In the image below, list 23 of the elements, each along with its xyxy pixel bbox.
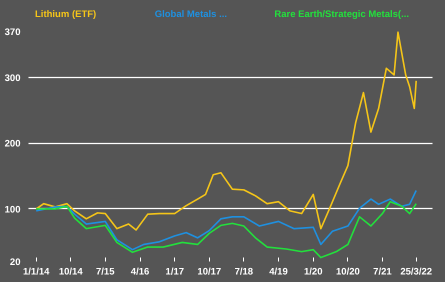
- y-tick-label: 20: [10, 257, 21, 268]
- x-tick-label: 1/17: [166, 266, 184, 278]
- line-series: [35, 190, 417, 250]
- x-tick-label: 7/21: [373, 266, 392, 278]
- x-tick-label: 4/19: [269, 266, 288, 278]
- line-series: [35, 200, 417, 258]
- x-tick-label: 25/3/22: [400, 266, 432, 278]
- x-tick-label: 7/15: [96, 266, 116, 278]
- y-tick-label: 100: [4, 204, 21, 216]
- x-tick-label: 10/14: [58, 266, 84, 278]
- text: Lithium (ETF): [35, 8, 98, 22]
- y-tick-label: 300: [4, 73, 21, 84]
- text: Global Metals ...: [154, 8, 228, 22]
- x-tick-label: 1/1/14: [23, 266, 50, 278]
- y-tick-label: 370: [4, 27, 21, 38]
- line-series: [35, 32, 417, 231]
- y-tick-label: 200: [4, 138, 21, 150]
- x-tick-label: 4/16: [130, 266, 150, 278]
- x-tick-label: 10/17: [197, 266, 222, 278]
- x-tick-label: 1/20: [304, 266, 323, 278]
- text: Rare Earth/Strategic Metals(...: [274, 8, 410, 22]
- x-tick-label: 7/18: [234, 266, 254, 278]
- x-tick-label: 10/20: [336, 266, 360, 278]
